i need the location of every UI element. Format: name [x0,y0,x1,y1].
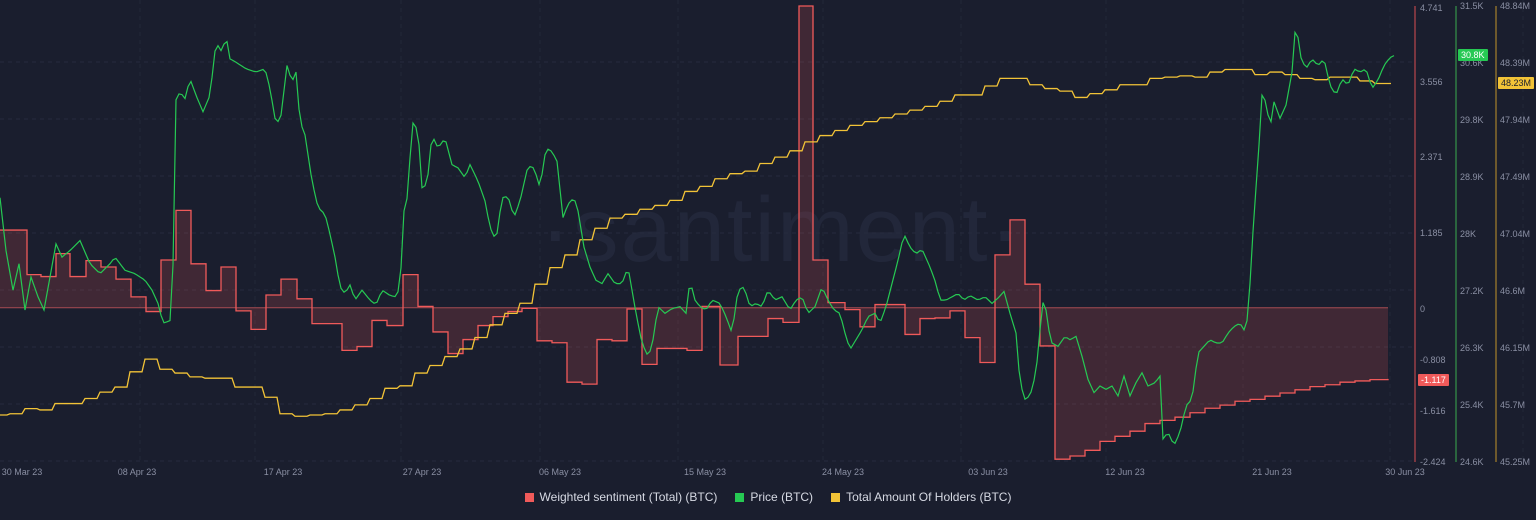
svg-text:24 May 23: 24 May 23 [822,467,864,477]
svg-text:24.6K: 24.6K [1460,457,1484,467]
svg-text:31.5K: 31.5K [1460,1,1484,11]
holders-swatch-icon [831,492,841,502]
svg-text:3.556: 3.556 [1420,77,1443,87]
holders-series [0,68,1391,417]
svg-text:45.7M: 45.7M [1500,400,1525,410]
sentiment-swatch-icon [524,492,534,502]
svg-text:26.3K: 26.3K [1460,343,1484,353]
holders-current-badge: 48.23M [1498,77,1535,89]
svg-text:1.185: 1.185 [1420,228,1443,238]
sentiment-series [0,5,1389,460]
svg-text:47.49M: 47.49M [1500,172,1530,182]
svg-text:0: 0 [1420,304,1425,314]
svg-text:28K: 28K [1460,229,1476,239]
svg-text:28.9K: 28.9K [1460,172,1484,182]
chart-legend: Weighted sentiment (Total) (BTC) Price (… [0,490,1536,504]
svg-text:30 Mar 23: 30 Mar 23 [2,467,43,477]
legend-label: Total Amount Of Holders (BTC) [846,490,1012,504]
svg-text:46.6M: 46.6M [1500,286,1525,296]
svg-text:4.741: 4.741 [1420,3,1443,13]
svg-text:03 Jun 23: 03 Jun 23 [968,467,1008,477]
svg-text:30.6K: 30.6K [1460,58,1484,68]
svg-text:27.2K: 27.2K [1460,286,1484,296]
svg-text:25.4K: 25.4K [1460,400,1484,410]
sentiment-current-badge: -1.117 [1418,374,1449,386]
legend-item-price[interactable]: Price (BTC) [735,490,813,504]
gridlines [0,61,1415,462]
svg-text:12 Jun 23: 12 Jun 23 [1105,467,1145,477]
svg-text:2.371: 2.371 [1420,152,1443,162]
svg-text:27 Apr 23: 27 Apr 23 [403,467,442,477]
legend-item-sentiment[interactable]: Weighted sentiment (Total) (BTC) [524,490,718,504]
svg-text:30 Jun 23: 30 Jun 23 [1385,467,1425,477]
svg-text:21 Jun 23: 21 Jun 23 [1252,467,1292,477]
svg-text:47.94M: 47.94M [1500,115,1530,125]
svg-text:46.15M: 46.15M [1500,343,1530,353]
legend-label: Weighted sentiment (Total) (BTC) [539,490,718,504]
svg-text:48.84M: 48.84M [1500,1,1530,11]
svg-text:06 May 23: 06 May 23 [539,467,581,477]
svg-text:-0.808: -0.808 [1420,355,1446,365]
svg-text:-2.424: -2.424 [1420,457,1446,467]
price-series [0,30,1395,445]
price-current-badge: 30.8K [1458,49,1488,61]
legend-label: Price (BTC) [750,490,814,504]
svg-text:-1.616: -1.616 [1420,406,1446,416]
svg-text:48.39M: 48.39M [1500,58,1530,68]
svg-text:47.04M: 47.04M [1500,229,1530,239]
svg-text:15 May 23: 15 May 23 [684,467,726,477]
axes: 4.7413.5562.3711.1850-0.808-1.616-2.4243… [2,1,1530,477]
legend-item-holders[interactable]: Total Amount Of Holders (BTC) [831,490,1011,504]
svg-text:45.25M: 45.25M [1500,457,1530,467]
svg-text:08 Apr 23: 08 Apr 23 [118,467,157,477]
svg-text:29.8K: 29.8K [1460,115,1484,125]
price-swatch-icon [735,492,745,502]
svg-text:17 Apr 23: 17 Apr 23 [264,467,303,477]
